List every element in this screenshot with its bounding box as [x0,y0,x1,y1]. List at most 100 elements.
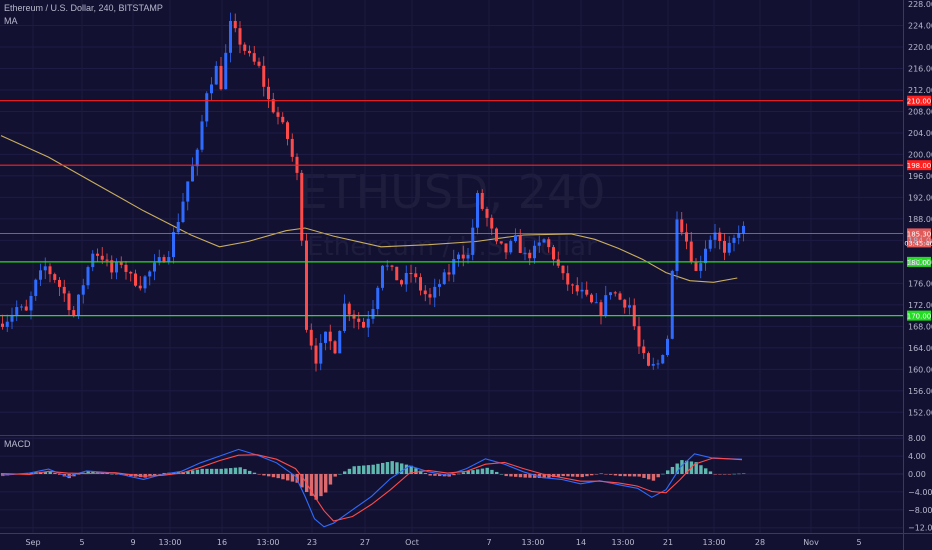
macd-histogram-bar [328,474,333,485]
macd-histogram-bar [205,468,209,474]
macd-axis[interactable]: −12.00 −8.00 −4.00 0.00 4.00 8.00 [908,434,932,533]
candle-up [537,242,541,246]
candle-up [727,242,731,253]
macd-histogram-bar [466,470,470,474]
macd-histogram-bar [490,469,494,474]
candle-up [5,321,9,327]
candle-up [81,285,85,295]
candle-down [485,208,489,218]
price-tick-label: 220.00 [908,43,932,52]
macd-histogram-bar [561,474,565,477]
candle-up [86,267,90,286]
candle-up [229,20,232,53]
candle-down [119,262,123,265]
candle-up [34,279,38,296]
candle-down [24,306,28,311]
macd-histogram-bar [343,471,347,474]
candle-down [642,346,646,354]
macd-histogram-bar [704,468,708,474]
candle-down [276,112,280,117]
candle-down [419,277,422,291]
candle-up [651,363,655,366]
candle-up [143,276,147,289]
macd-histogram-bar [537,474,542,478]
macd-histogram-bar [642,474,646,478]
candle-down [58,279,61,287]
price-tick-label: 168.00 [908,322,932,331]
macd-histogram-bar [172,472,176,474]
candle-down [124,264,128,272]
macd-indicator-label[interactable]: MACD [4,439,31,449]
macd-histogram-bar [91,471,95,474]
time-tick-label: 28 [755,538,765,547]
candle-down [362,321,365,328]
macd-histogram-bar [77,474,81,475]
macd-histogram-bar [290,474,295,482]
macd-histogram-bar [723,474,727,475]
candle-down [447,272,451,275]
candle-up [509,241,513,253]
macd-histogram-bar [504,474,508,477]
ma-indicator-label[interactable]: MA [4,16,18,26]
time-tick-label: 9 [130,538,135,547]
macd-histogram-bar [542,474,546,479]
macd-tick-label: −4.00 [908,488,932,497]
candle-up [29,295,33,311]
macd-histogram-bar [523,474,527,478]
macd-histogram-bar [613,474,618,476]
candle-down [395,266,399,281]
candle-down [300,172,304,241]
macd-histogram-bar [528,474,532,478]
macd-histogram-bar [514,474,518,477]
candle-down [352,314,356,319]
level-tag-label: 170.00 [907,313,932,321]
candle-down [333,341,337,354]
candle-up [442,272,446,285]
macd-histogram-bar [447,474,451,477]
price-tick-label: 184.00 [908,236,932,245]
candle-down [613,292,617,294]
macd-histogram-bar [233,467,238,474]
macd-histogram-bar [670,466,675,474]
candle-up [381,265,384,288]
macd-histogram-bar [195,469,200,474]
macd-histogram-bar [43,471,48,474]
macd-histogram-bar [737,473,741,475]
candle-up [371,308,375,319]
candle-down [305,240,308,330]
macd-histogram-bar [585,474,589,477]
candle-down [575,285,579,292]
candle-down [243,44,247,51]
candle-down [262,65,266,87]
symbol-title[interactable]: Ethereum / U.S. Dollar, 240, BITSTAMP [4,3,163,13]
candle-down [618,293,622,300]
candle-up [91,253,95,268]
candle-down [547,239,551,248]
macd-histogram-bar [509,474,513,477]
time-tick-label: 13:00 [521,538,544,547]
price-axis[interactable]: 152.00 156.00 160.00 164.00 168.00 172.00 176.… [908,0,932,417]
candle-up [172,232,175,258]
candle-up [366,318,370,328]
macd-histogram-bar [276,474,280,479]
candle-down [552,247,555,260]
macd-histogram-bar [362,465,366,474]
macd-histogram-bar [366,465,371,474]
time-tick-label: Oct [405,538,419,547]
grid [0,0,903,533]
time-axis[interactable]: Sep 5 9 13:00 16 13:00 23 27 Oct 7 13:00 14 13:00 21 1… [25,538,861,547]
price-tick-label: 208.00 [908,107,932,116]
level-tag-label: 198.00 [907,162,932,170]
candle-down [67,293,71,311]
candle-up [476,192,479,228]
time-tick-label: 14 [576,538,586,547]
candle-up [675,219,679,271]
macd-histogram-bar [409,465,413,474]
candle-down [290,138,294,157]
price-tick-label: 156.00 [908,387,932,396]
candle-up [200,121,204,150]
candle-down [414,273,418,278]
candle-down [528,252,532,259]
candle-down [685,232,688,242]
